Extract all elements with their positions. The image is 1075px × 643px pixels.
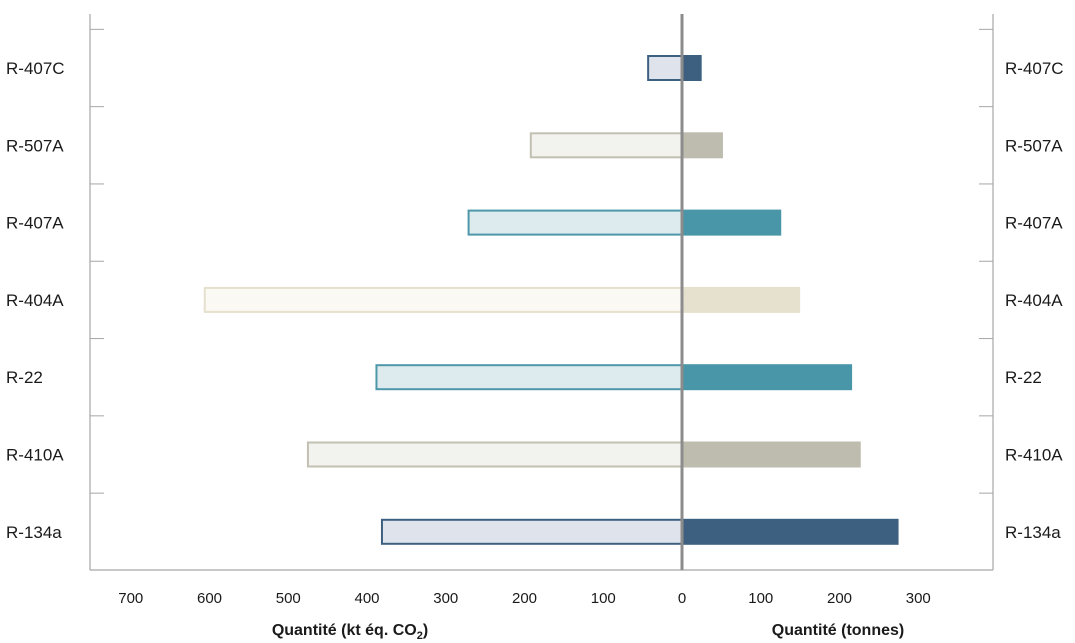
category-label-left: R-407A (6, 214, 64, 233)
bar-left-r-410a (306, 441, 683, 468)
category-label-right: R-410A (1005, 446, 1063, 465)
left-tick-label: 400 (354, 590, 379, 607)
bar-left-r-22 (375, 364, 683, 391)
bar-left-r-407a (467, 209, 683, 236)
right-tick-label: 100 (748, 590, 773, 607)
bar-left-r-404a (203, 286, 683, 313)
category-label-right: R-507A (1005, 136, 1063, 155)
category-label-left: R-407C (6, 59, 65, 78)
left-tick-label: 600 (197, 590, 222, 607)
category-labels: R-407C R-407C R-507A R-507A R-407A R-407A R-40… (6, 59, 1064, 542)
bar-left-r-134a (380, 518, 683, 545)
category-label-left: R-410A (6, 446, 64, 465)
category-label-right: R-407A (1005, 214, 1063, 233)
category-label-right: R-407C (1005, 59, 1064, 78)
category-label-right: R-404A (1005, 291, 1063, 310)
category-label-left: R-134a (6, 523, 62, 542)
bars-group (203, 55, 899, 545)
category-label-left: R-404A (6, 291, 64, 310)
left-tick-label: 0 (678, 590, 686, 607)
bar-right-r-404a (682, 286, 801, 313)
category-label-right: R-134a (1005, 523, 1061, 542)
right-axis-title: Quantité (tonnes) (772, 622, 904, 639)
category-label-left: R-22 (6, 368, 43, 387)
bar-left-r-407c (647, 55, 684, 81)
right-tick-label: 300 (906, 590, 931, 607)
category-label-right: R-22 (1005, 368, 1042, 387)
chart-frame (89, 14, 994, 571)
bar-right-r-22 (682, 364, 853, 391)
left-tick-label: 100 (591, 590, 616, 607)
bar-right-r-134a (682, 518, 899, 545)
x-ticks: 700 600 500 400 300 200 100 0 100 200 300 (118, 590, 931, 607)
left-tick-label: 500 (276, 590, 301, 607)
left-tick-label: 700 (118, 590, 143, 607)
bar-left-r-507a (529, 132, 683, 159)
category-label-left: R-507A (6, 136, 64, 155)
bar-right-r-410a (682, 441, 861, 468)
bar-right-r-507a (682, 132, 723, 159)
left-axis-title: Quantité (kt éq. CO2) (272, 622, 428, 642)
bar-right-r-407c (682, 55, 702, 81)
left-tick-label: 200 (512, 590, 537, 607)
right-tick-label: 200 (827, 590, 852, 607)
left-tick-label: 300 (433, 590, 458, 607)
bar-right-r-407a (682, 209, 782, 236)
